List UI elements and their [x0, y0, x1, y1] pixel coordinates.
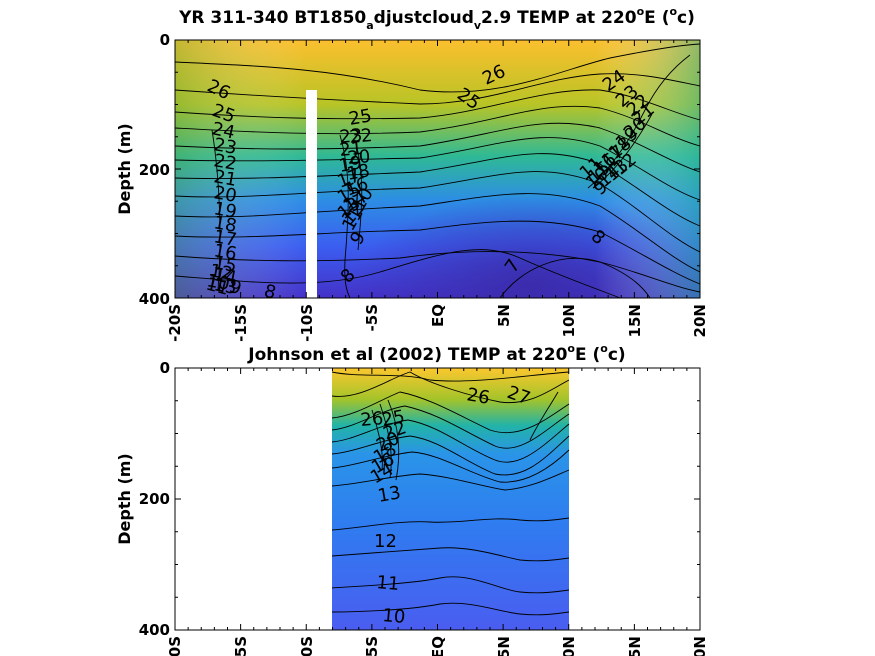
x-tick-label: -20S [166, 304, 184, 342]
contour-line [174, 249, 621, 299]
contour-line [174, 251, 701, 293]
contour-line [174, 43, 701, 93]
contour-line [331, 517, 570, 531]
contour-label: 12 [374, 531, 397, 552]
bottom-contour-lines [331, 371, 570, 616]
contour-label: 25 [380, 406, 406, 431]
x-tick-label: EQ [429, 636, 447, 656]
contour-line [331, 449, 570, 483]
contour-label: 22 [212, 150, 238, 175]
contour-line [499, 258, 651, 299]
bottom-y-axis-label: Depth (m) [115, 453, 134, 545]
contour-line [371, 409, 383, 471]
bottom-chart-title: Johnson et al (2002) TEMP at 220oE (oc) [247, 342, 625, 365]
contour-label: 13 [212, 274, 238, 299]
contour-label: 18 [345, 160, 371, 185]
x-tick-label: -20S [166, 636, 184, 656]
contour-label: 22 [349, 125, 374, 148]
contour-line [331, 602, 570, 616]
bottom-heatmap-field [332, 368, 569, 630]
contour-line [587, 54, 691, 189]
contour-line [211, 129, 221, 291]
bottom-chart-panel: Johnson et al (2002) TEMP at 220oE (oc) … [115, 342, 709, 656]
x-tick-label: -15S [232, 636, 250, 656]
y-tick-label: 0 [160, 31, 170, 49]
x-tick-label: -5S [363, 636, 381, 656]
contour-label: 23 [339, 125, 364, 148]
x-tick-label: -10S [298, 636, 316, 656]
contour-line [331, 405, 570, 449]
contour-line [174, 73, 701, 105]
contour-label: 20 [212, 182, 238, 207]
contour-line [387, 399, 400, 481]
contour-line [331, 419, 570, 463]
contour-label: 14 [212, 264, 238, 289]
contour-label: 10 [382, 605, 407, 628]
x-tick-label: -15S [232, 304, 250, 342]
contour-line [597, 113, 653, 185]
contour-line [331, 547, 570, 562]
contour-line [331, 391, 570, 434]
y-tick-label: 400 [139, 290, 170, 308]
contour-line [339, 134, 351, 299]
contour-line [331, 576, 570, 594]
contour-label: 17 [212, 226, 238, 251]
contour-label: 18 [212, 212, 238, 237]
contour-line [331, 435, 570, 476]
contour-label: 11 [376, 572, 401, 595]
top-chart-title: YR 311-340 BT1850adjustcloudv2.9 TEMP at… [178, 5, 695, 32]
x-tick-label: 20N [691, 636, 709, 656]
contour-line [379, 403, 392, 479]
y-tick-label: 400 [139, 621, 170, 639]
contour-label: 23 [212, 134, 238, 159]
contour-label: 24 [210, 118, 237, 143]
y-tick-label: 200 [139, 161, 170, 179]
top-y-axis-label: Depth (m) [115, 123, 134, 215]
x-tick-label: 15N [626, 304, 644, 337]
x-tick-label: 15N [626, 636, 644, 656]
contour-label: 26 [465, 384, 491, 409]
contour-label: 21 [212, 166, 238, 191]
x-tick-label: 5N [495, 304, 513, 327]
top-chart-panel: YR 311-340 BT1850adjustcloudv2.9 TEMP at… [115, 5, 709, 342]
contour-label: 10 [205, 270, 231, 295]
x-tick-label: -5S [363, 304, 381, 331]
contour-line [529, 391, 559, 441]
x-tick-label: 10N [560, 304, 578, 337]
contour-line [331, 469, 570, 491]
contour-line [174, 137, 701, 201]
x-tick-label: EQ [429, 304, 447, 327]
bottom-tick-marks [174, 367, 701, 631]
contour-label: 19 [337, 152, 363, 177]
contour-line [174, 122, 701, 173]
x-tick-label: 20N [691, 304, 709, 337]
contour-line [331, 371, 570, 382]
contour-line [174, 171, 701, 253]
x-tick-label: 10N [560, 636, 578, 656]
x-tick-label: 5N [495, 636, 513, 656]
contour-label: 15 [212, 252, 238, 277]
top-tick-marks [174, 39, 701, 299]
contour-label: 16 [212, 240, 238, 265]
contour-line [354, 139, 363, 251]
y-tick-label: 0 [160, 359, 170, 377]
contour-label: 26 [360, 408, 385, 431]
y-tick-label: 200 [139, 490, 170, 508]
contour-label: 21 [339, 138, 364, 161]
top-contour-lines [174, 43, 701, 299]
contour-line [174, 89, 701, 121]
contour-line [174, 193, 701, 273]
contour-label: 12 [208, 260, 234, 285]
contour-line [174, 220, 701, 285]
contour-label: 19 [212, 198, 238, 223]
x-tick-label: -10S [298, 304, 316, 342]
contour-label: 13 [376, 482, 402, 507]
contour-label: 20 [347, 146, 372, 169]
top-data-gap [306, 90, 317, 298]
contour-line [331, 371, 570, 404]
contour-line [174, 105, 701, 147]
contour-line [174, 153, 701, 227]
contour-label: 25 [347, 105, 373, 130]
